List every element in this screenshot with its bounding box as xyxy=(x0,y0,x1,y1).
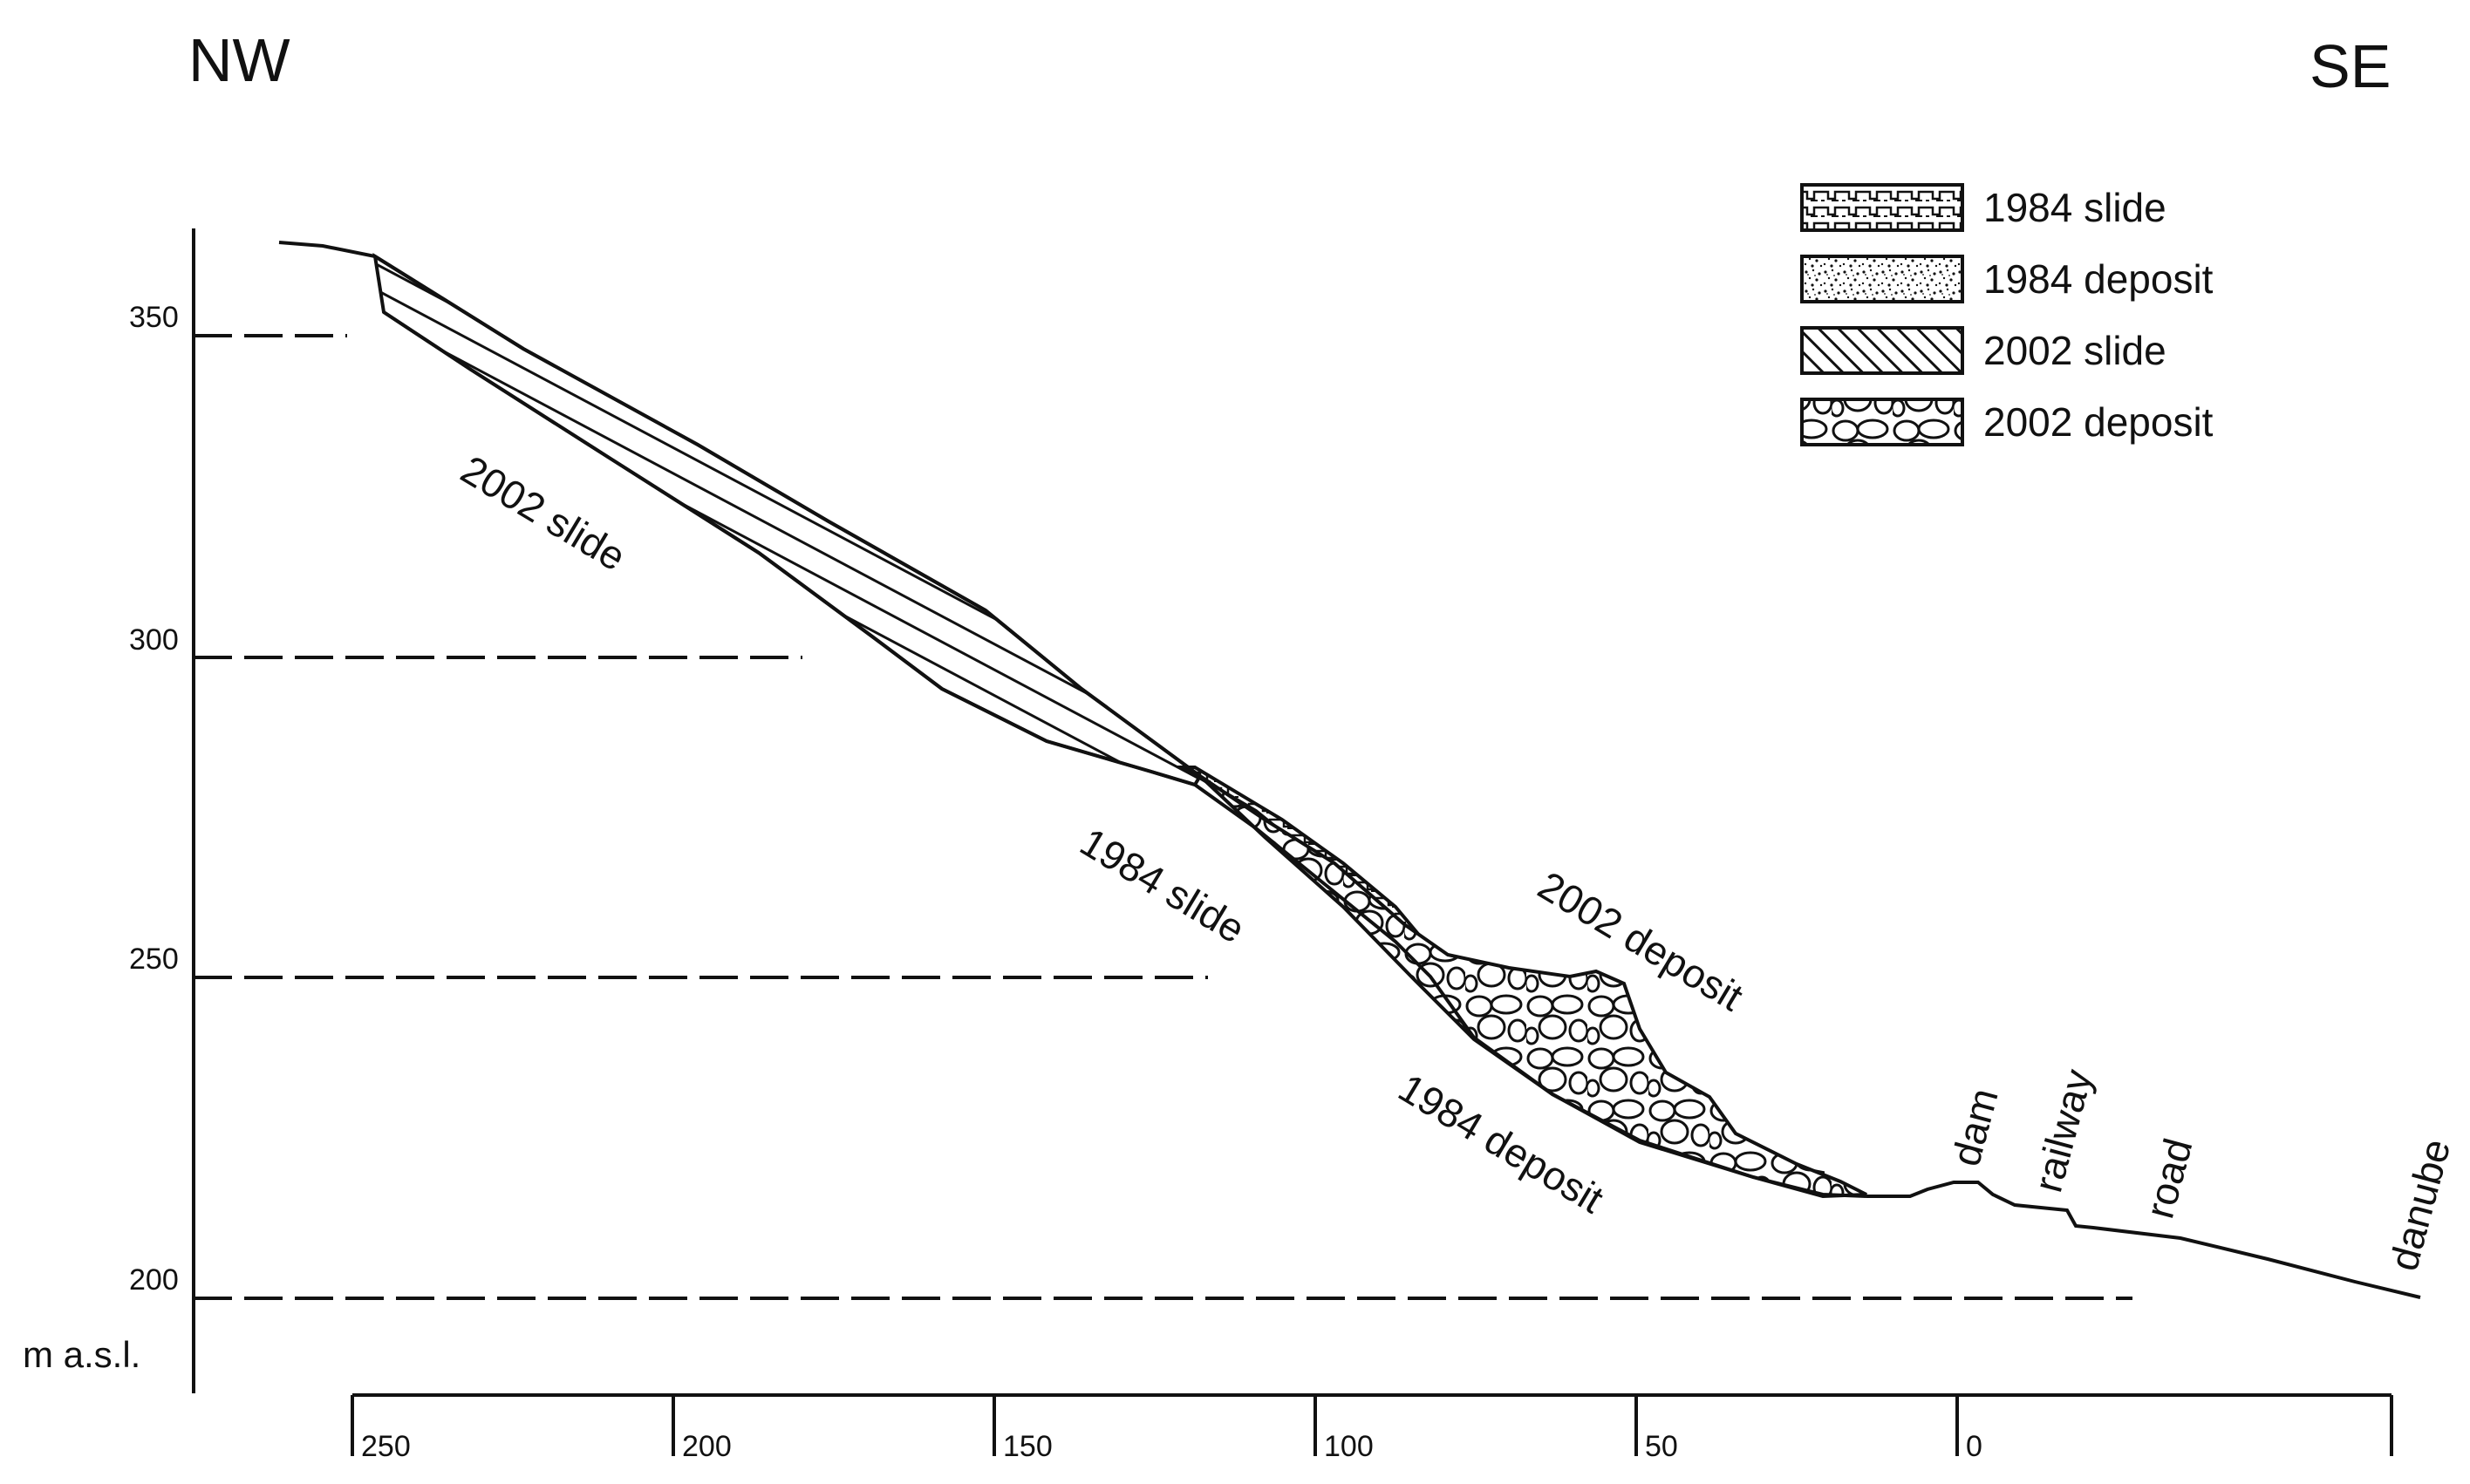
distance-tick-250: 250 xyxy=(361,1430,411,1463)
legend-item-2002-deposit: 2002 deposit xyxy=(1800,398,2214,446)
label-2002-slide: 2002 slide xyxy=(454,446,634,580)
direction-nw-label: NW xyxy=(188,26,290,94)
elevation-unit-label: m a.s.l. xyxy=(23,1334,140,1375)
elevation-tick-250: 250 xyxy=(129,943,179,976)
distance-tick-50: 50 xyxy=(1645,1430,1678,1463)
elevation-tick-300: 300 xyxy=(129,623,179,657)
label-danube: danube xyxy=(2380,1134,2459,1276)
elevation-tick-labels: 350 300 250 200 xyxy=(129,301,179,1297)
label-railway: railway xyxy=(2024,1065,2100,1197)
legend-swatch-1984-slide xyxy=(1800,183,1964,232)
distance-tick-labels: 250 200 150 100 50 0 xyxy=(361,1430,1982,1463)
distance-scale xyxy=(351,1393,2393,1456)
distance-tick-200: 200 xyxy=(682,1430,732,1463)
label-1984-slide: 1984 slide xyxy=(1073,819,1253,952)
slide-2002-area xyxy=(372,252,1203,787)
legend-swatch-2002-slide xyxy=(1800,326,1964,375)
legend-swatch-2002-deposit xyxy=(1800,398,1964,446)
distance-tick-150: 150 xyxy=(1003,1430,1053,1463)
valley-floor-line xyxy=(1866,1181,2421,1299)
direction-se-label: SE xyxy=(2310,32,2391,100)
legend-label-1984-slide: 1984 slide xyxy=(1983,185,2166,230)
terrain-profile-line xyxy=(278,241,1202,778)
distance-tick-100: 100 xyxy=(1324,1430,1374,1463)
legend-swatch-1984-deposit xyxy=(1800,255,1964,303)
label-dam: dam xyxy=(1942,1084,2006,1171)
legend-item-2002-slide: 2002 slide xyxy=(1800,326,2166,375)
distance-tick-0: 0 xyxy=(1966,1430,1982,1463)
legend: 1984 slide 1984 deposit 2002 slide 2002 … xyxy=(1800,183,2214,446)
elevation-tick-350: 350 xyxy=(129,301,179,334)
legend-label-2002-slide: 2002 slide xyxy=(1983,328,2166,373)
label-road: road xyxy=(2136,1133,2200,1222)
legend-label-2002-deposit: 2002 deposit xyxy=(1983,399,2214,445)
failure-surface-line xyxy=(382,310,1867,1198)
elevation-tick-200: 200 xyxy=(129,1263,179,1297)
legend-label-1984-deposit: 1984 deposit xyxy=(1983,256,2214,302)
legend-item-1984-slide: 1984 slide xyxy=(1800,183,2166,232)
legend-item-1984-deposit: 1984 deposit xyxy=(1800,255,2214,303)
